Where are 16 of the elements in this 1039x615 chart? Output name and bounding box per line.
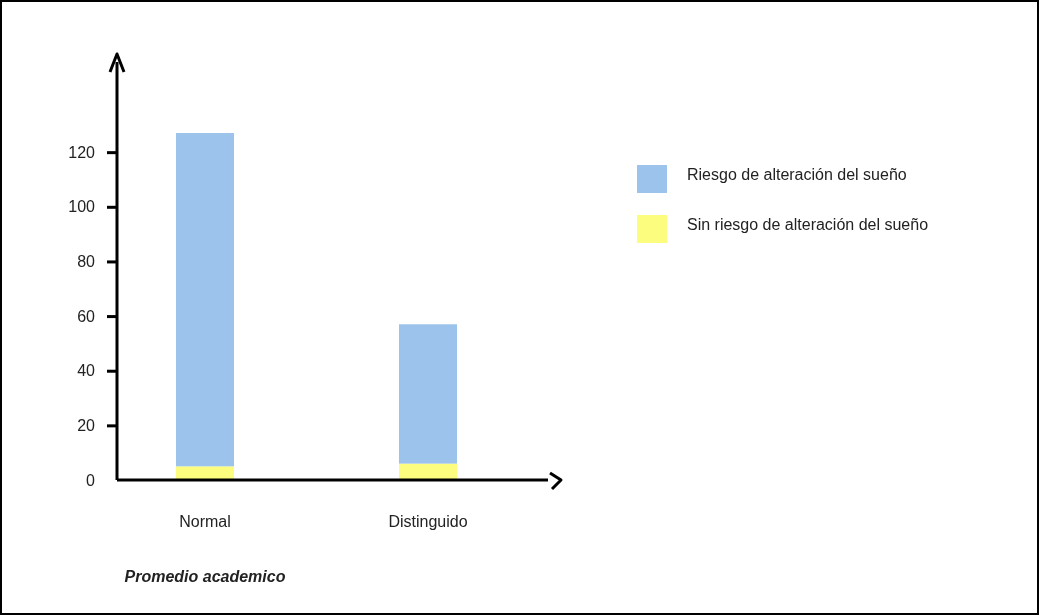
- y-tick-label: 80: [77, 253, 96, 271]
- y-tick-label: 0: [86, 471, 96, 489]
- y-tick-label: 20: [77, 416, 96, 434]
- bar: [176, 133, 234, 467]
- x-tick-label: Normal: [179, 513, 231, 530]
- x-tick-label: Distinguido: [388, 513, 468, 530]
- y-tick-label: 100: [68, 198, 96, 216]
- y-tick-label: 60: [77, 307, 96, 325]
- y-tick-label: 40: [77, 362, 96, 380]
- bar: [399, 324, 457, 464]
- legend-label: Riesgo de alteración del sueño: [687, 166, 907, 184]
- bar: [399, 463, 457, 480]
- y-tick-label: 120: [68, 143, 96, 161]
- legend-label: Sin riesgo de alteración del sueño: [687, 216, 929, 234]
- bar: [176, 466, 234, 480]
- x-axis-title: Promedio academico: [124, 568, 286, 585]
